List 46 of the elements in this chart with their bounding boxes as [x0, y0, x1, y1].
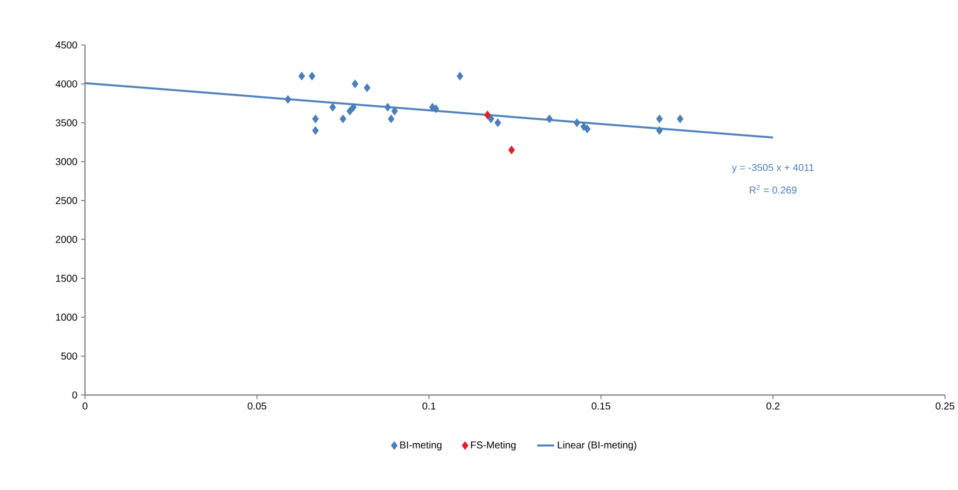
point — [364, 83, 370, 92]
point — [546, 114, 553, 124]
point — [384, 102, 392, 112]
point — [676, 114, 684, 124]
y-tick-label: 2000 — [56, 236, 78, 243]
point — [329, 102, 336, 112]
y-tick-label: 4000 — [56, 80, 78, 88]
x-tick-label: 0.2 — [766, 402, 780, 410]
point — [340, 114, 346, 124]
y-tick-label: 3000 — [56, 158, 78, 166]
annotation: R$^{2}$ = 0.269 — [750, 185, 796, 194]
point — [494, 118, 502, 128]
point — [391, 106, 398, 116]
point — [284, 95, 292, 104]
point — [432, 104, 440, 114]
legend-label: FS-Meting — [471, 441, 516, 450]
point — [308, 72, 316, 80]
y-tick-label: 1500 — [56, 274, 78, 282]
point — [346, 106, 354, 116]
x-tick-label: 0.25 — [936, 402, 954, 410]
point — [456, 72, 464, 80]
legend-label: BI-meting — [400, 441, 442, 450]
y-tick-label: 4500 — [56, 41, 78, 49]
legend-label: Linear (BI-meting) — [558, 441, 636, 450]
point — [574, 118, 580, 128]
point — [312, 114, 319, 124]
point — [584, 124, 591, 134]
point — [508, 146, 515, 154]
y-tick-label: 3500 — [56, 119, 78, 126]
y-tick-label: 2500 — [56, 197, 78, 204]
y-tick-label: 500 — [61, 352, 78, 360]
point — [484, 110, 491, 120]
point — [656, 126, 663, 135]
point — [350, 102, 357, 112]
x-tick-label: 0 — [82, 402, 88, 410]
x-tick-label: 0.1 — [422, 402, 436, 410]
point — [388, 114, 394, 124]
y-tick-label: 1000 — [56, 314, 78, 321]
point — [312, 126, 319, 135]
x-tick-label: 0.05 — [248, 402, 266, 410]
annotation: y = -3505 x + 4011 — [732, 164, 814, 174]
point — [656, 114, 663, 124]
y-tick-label: 0 — [72, 391, 78, 399]
point — [298, 72, 306, 80]
x-tick-label: 0.15 — [592, 402, 610, 410]
point — [352, 79, 358, 88]
